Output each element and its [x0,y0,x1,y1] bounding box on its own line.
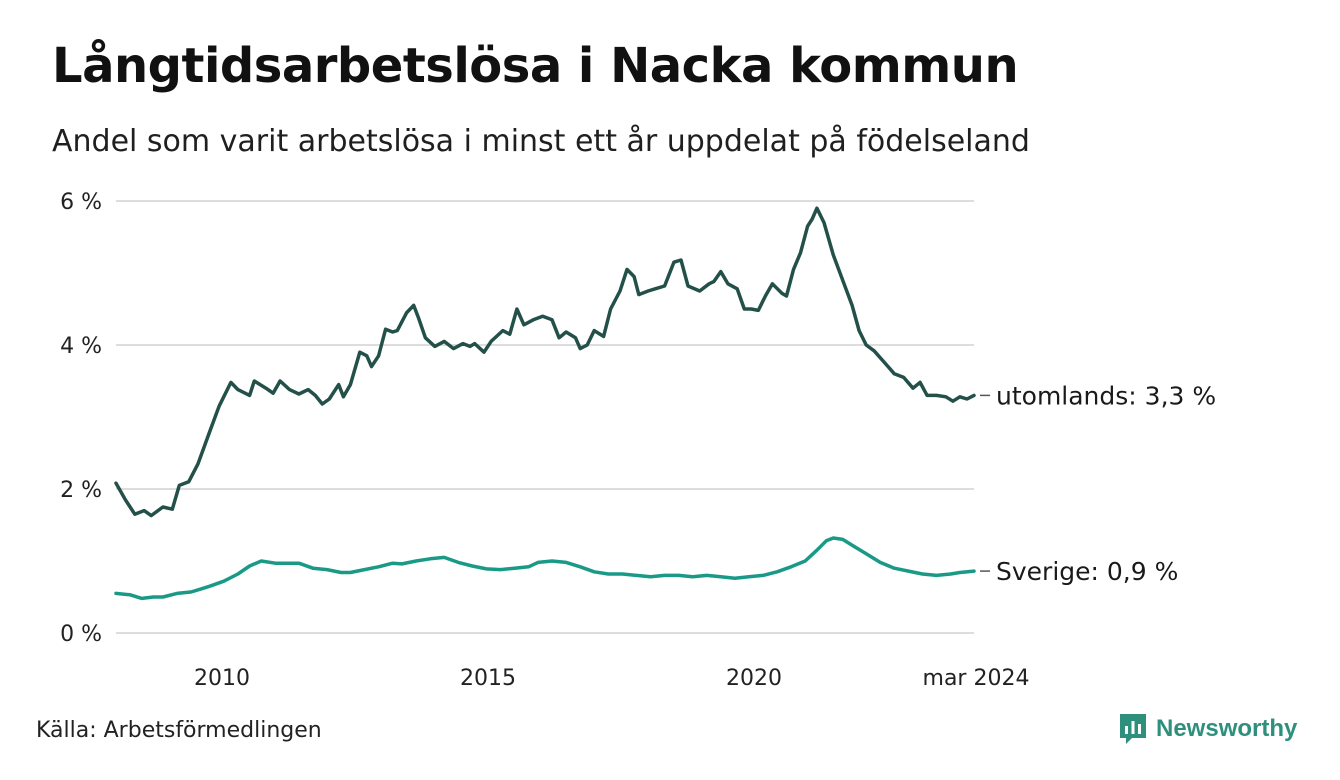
x-tick-label: 2010 [194,666,250,691]
chart-title: Långtidsarbetslösa i Nacka kommun [52,38,1019,94]
x-axis-ticks: 2010 2015 2020 mar 2024 [194,666,1029,691]
series-line-utomlands [114,206,976,518]
line-chart: 0 % 2 % 4 % 6 % 2010 2015 2020 mar 2024 utomla… [60,190,1216,691]
x-tick-label: 2015 [460,666,516,691]
newsworthy-icon [1120,714,1146,744]
x-tick-label: mar 2024 [923,666,1030,691]
y-tick-label: 4 % [60,334,102,359]
source-note: Källa: Arbetsförmedlingen [36,718,322,743]
y-axis-ticks: 0 % 2 % 4 % 6 % [60,190,102,647]
gridlines [116,200,974,634]
series-lines [114,206,976,601]
chart-subtitle: Andel som varit arbetslösa i minst ett å… [52,124,1030,159]
series-line-sverige [114,536,976,601]
brand-name: Newsworthy [1156,715,1298,742]
y-tick-label: 2 % [60,478,102,503]
end-label-sverige: Sverige: 0,9 % [996,557,1178,586]
newsworthy-logo: Newsworthy [1118,712,1297,746]
x-tick-label: 2020 [726,666,782,691]
y-tick-label: 0 % [60,622,102,647]
end-label-utomlands: utomlands: 3,3 % [996,381,1216,410]
y-tick-label: 6 % [60,190,102,215]
series-end-labels: utomlands: 3,3 % Sverige: 0,9 % [980,381,1216,586]
